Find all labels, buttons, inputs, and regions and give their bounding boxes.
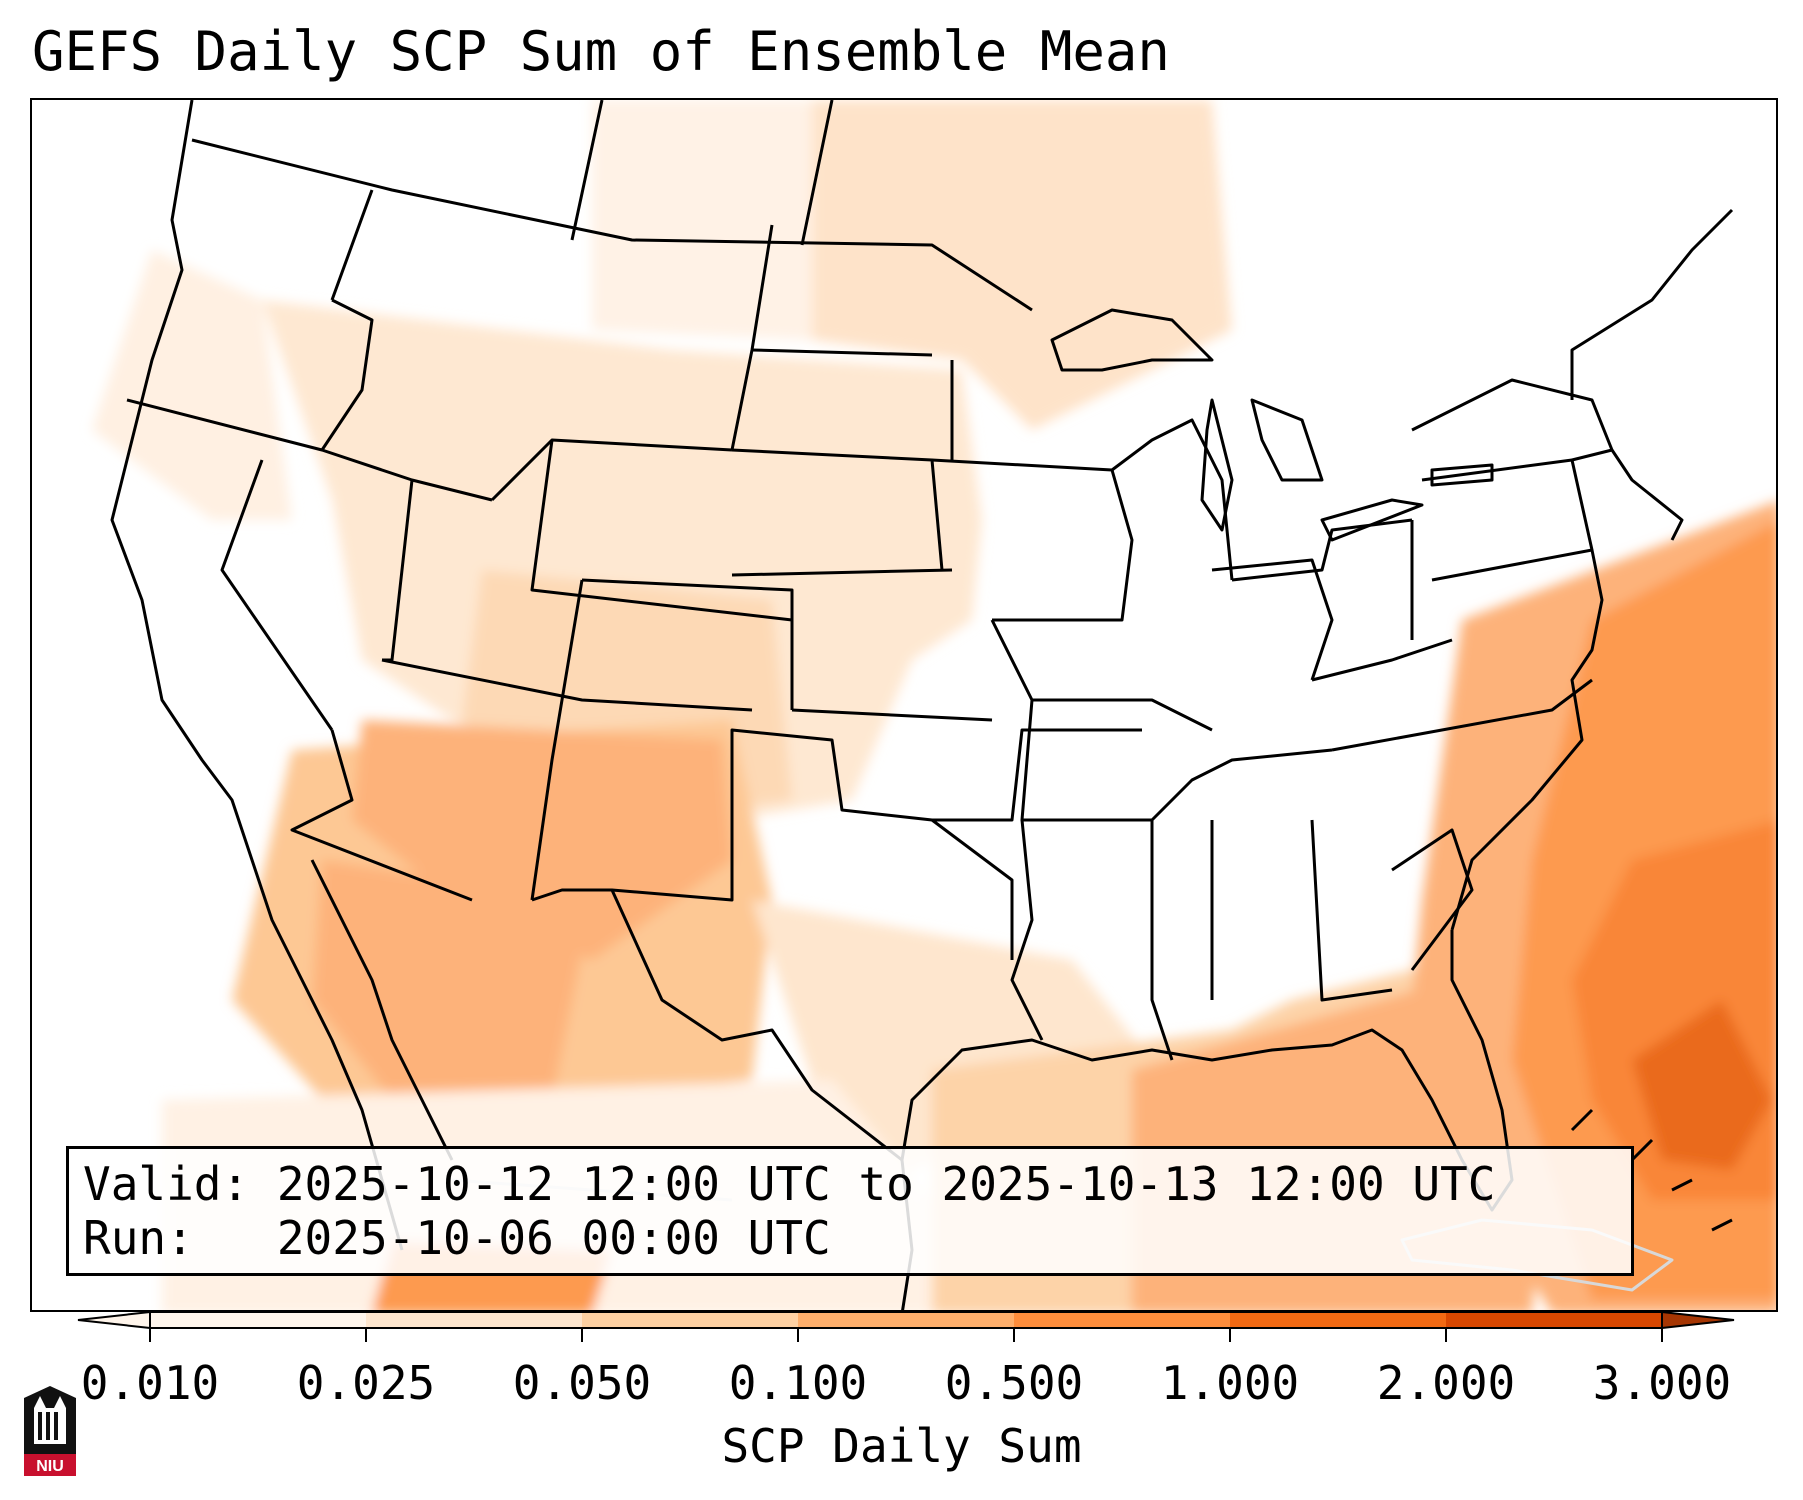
scp-shading — [92, 100, 1776, 1310]
colorbar — [77, 1310, 1735, 1342]
boundaries — [110, 100, 1734, 1310]
colorbar-segment — [1230, 1312, 1447, 1328]
colorbar-tick-label: 0.010 — [80, 1356, 220, 1410]
colorbar-tick-label: 0.050 — [512, 1356, 652, 1410]
colorbar-segment — [1014, 1312, 1231, 1328]
colorbar-label: SCP Daily Sum — [721, 1419, 1082, 1473]
us-canada-border — [191, 138, 1033, 312]
colorbar-segment — [1446, 1312, 1663, 1328]
colorbar-segment — [798, 1312, 1015, 1328]
gulf-coastline — [900, 930, 1514, 1212]
valid-run-info-box: Valid: 2025-10-12 12:00 UTC to 2025-10-1… — [66, 1146, 1634, 1276]
colorbar-ticks — [149, 1328, 1663, 1342]
lake-ontario — [1430, 463, 1494, 487]
colorbar-tick-label: 1.000 — [1160, 1356, 1300, 1410]
bahamas — [1570, 1108, 1733, 1232]
map-panel[interactable] — [30, 98, 1778, 1312]
colorbar-extend-low — [77, 1310, 151, 1330]
valid-time-text: Valid: 2025-10-12 12:00 UTC to 2025-10-1… — [83, 1157, 1496, 1211]
colorbar-tick-label: 3.000 — [1592, 1356, 1732, 1410]
colorbar-tick-label: 2.000 — [1376, 1356, 1516, 1410]
canada-provinces — [330, 100, 834, 301]
lake-erie — [1320, 498, 1424, 542]
lake-huron — [1250, 398, 1324, 482]
colorbar-segment — [366, 1312, 583, 1328]
map-title: GEFS Daily SCP Sum of Ensemble Mean — [32, 20, 1170, 83]
university-tower-icon: NIU — [24, 1386, 76, 1476]
lake-superior — [1050, 308, 1214, 372]
west-coastline — [110, 100, 404, 1251]
colorbar-segment — [582, 1312, 799, 1328]
lake-michigan — [1200, 398, 1234, 532]
run-time-text: Run: 2025-10-06 00:00 UTC — [83, 1211, 831, 1265]
colorbar-tick-label: 0.100 — [728, 1356, 868, 1410]
colorbar-extend-high — [1661, 1310, 1735, 1330]
colorbar-tick-label: 0.500 — [944, 1356, 1084, 1410]
colorbar-segments — [149, 1311, 1663, 1329]
logo-text: NIU — [36, 1458, 64, 1475]
baja-gulf-coast — [310, 859, 454, 1161]
colorbar-tick-label: 0.025 — [296, 1356, 436, 1410]
colorbar-segment — [150, 1312, 367, 1328]
scp-map — [92, 100, 1776, 1310]
